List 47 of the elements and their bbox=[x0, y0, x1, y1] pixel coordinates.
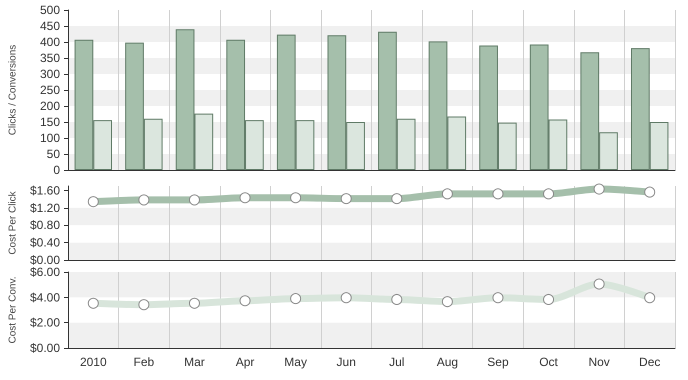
y-tick-label: $0.40 bbox=[30, 236, 60, 250]
x-tick-label: Jul bbox=[389, 355, 404, 369]
y-tick-label: 0 bbox=[53, 163, 60, 177]
y-axis-title: Clicks / Conversions bbox=[8, 44, 18, 136]
x-tick-label: Jun bbox=[336, 355, 356, 369]
x-tick-label: 2010 bbox=[80, 355, 107, 369]
point bbox=[188, 298, 200, 309]
y-tick-label: 450 bbox=[40, 19, 60, 33]
point bbox=[594, 278, 605, 290]
point bbox=[391, 294, 402, 305]
y-tick-label: $2.00 bbox=[30, 316, 60, 330]
y-tick-label: 400 bbox=[40, 35, 60, 49]
x-tick-label: Mar bbox=[184, 355, 205, 369]
point bbox=[340, 292, 352, 304]
y-tick-label: 200 bbox=[40, 99, 60, 113]
y-tick-label: $6.00 bbox=[30, 265, 60, 279]
point bbox=[290, 293, 302, 304]
y-tick-label: $0.80 bbox=[30, 218, 60, 232]
x-tick-label: Feb bbox=[134, 355, 155, 369]
point bbox=[240, 295, 251, 306]
x-tick-label: Dec bbox=[639, 355, 660, 369]
x-tick-label: May bbox=[284, 355, 307, 369]
y-tick-label: 100 bbox=[40, 131, 60, 145]
y-tick-label: $1.60 bbox=[30, 183, 60, 198]
y-tick-label: 350 bbox=[40, 51, 60, 65]
x-tick-label: Nov bbox=[588, 355, 610, 369]
y-tick-label: $1.20 bbox=[30, 200, 60, 215]
y-tick-label: 50 bbox=[46, 147, 60, 161]
x-tick-label: Oct bbox=[539, 355, 559, 369]
point bbox=[543, 294, 554, 305]
y-axis-title: Cost Per Conv. bbox=[8, 276, 18, 344]
x-tick-label: Sep bbox=[487, 355, 509, 369]
y-tick-label: 300 bbox=[40, 67, 60, 81]
y-tick-label: 500 bbox=[40, 3, 60, 17]
y-tick-label: $4.00 bbox=[30, 290, 60, 304]
point bbox=[138, 299, 150, 310]
x-tick-label: Apr bbox=[236, 355, 254, 369]
y-tick-label: 250 bbox=[40, 83, 60, 97]
x-tick-label: Aug bbox=[436, 355, 458, 369]
point bbox=[442, 296, 453, 308]
y-axis-title: Cost Per Click bbox=[8, 190, 18, 255]
point bbox=[644, 292, 656, 304]
y-tick-label: 150 bbox=[40, 115, 60, 129]
y-tick-label: $0.00 bbox=[30, 341, 60, 355]
point bbox=[492, 292, 504, 304]
y-tick-label: $0.00 bbox=[30, 253, 60, 267]
point bbox=[88, 298, 99, 309]
